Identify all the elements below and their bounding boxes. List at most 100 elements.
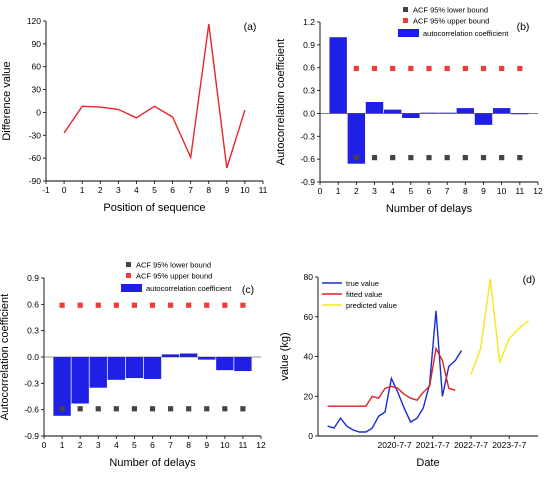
x-tick-label: 2021-7-7 bbox=[416, 440, 450, 450]
y-tick-label: 120 bbox=[27, 16, 41, 26]
x-tick-label: 1 bbox=[60, 440, 65, 450]
upper-bound-marker bbox=[131, 302, 138, 308]
y-axis-label: Difference value bbox=[1, 61, 13, 140]
legend-fitted-label: fitted value bbox=[346, 290, 382, 299]
legend-upper-swatch bbox=[126, 273, 131, 278]
y-tick-label: 20 bbox=[304, 391, 314, 401]
upper-bound-marker bbox=[186, 302, 192, 308]
lower-bound-marker bbox=[480, 155, 487, 161]
y-tick-label: 0.9 bbox=[27, 273, 39, 283]
x-tick-label: 12 bbox=[256, 440, 266, 450]
acf-bar bbox=[347, 113, 366, 164]
x-tick-label: 10 bbox=[240, 185, 250, 195]
y-tick-label: 0 bbox=[36, 107, 41, 117]
lower-bound-marker bbox=[167, 406, 174, 412]
lower-bound-marker bbox=[240, 406, 246, 412]
legend-bar-label: autocorrelation coefficient bbox=[423, 29, 509, 38]
acf-bar bbox=[234, 357, 252, 372]
y-tick-label: -0.9 bbox=[24, 431, 39, 441]
lower-bound-marker bbox=[149, 406, 156, 412]
x-axis-label: Position of sequence bbox=[103, 202, 205, 214]
legend-upper-label: ACF 95% upper bound bbox=[413, 17, 489, 26]
upper-bound-marker bbox=[222, 302, 228, 308]
y-tick-label: -0.6 bbox=[24, 405, 39, 415]
upper-bound-marker bbox=[444, 65, 450, 72]
x-tick-label: 2 bbox=[354, 186, 359, 196]
lower-bound-marker bbox=[371, 155, 378, 161]
legend-true-label: true value bbox=[346, 279, 379, 288]
acf-bar bbox=[402, 113, 420, 118]
legend: ACF 95% lower bound ACF 95% upper bound au… bbox=[121, 261, 232, 293]
x-tick-label: 10 bbox=[220, 440, 230, 450]
upper-bound-marker bbox=[480, 65, 487, 72]
lower-bound-marker bbox=[95, 406, 101, 412]
y-tick-label: -0.3 bbox=[24, 378, 39, 388]
acf-bar bbox=[365, 102, 384, 114]
x-tick-label: 7 bbox=[168, 440, 173, 450]
acf-bar bbox=[161, 354, 180, 357]
y-tick-label: 60 bbox=[304, 312, 314, 322]
x-tick-label: 9 bbox=[204, 440, 209, 450]
x-tick-label: 7 bbox=[445, 186, 450, 196]
legend-predicted-label: predicted value bbox=[346, 301, 397, 310]
upper-bound-marker bbox=[462, 65, 468, 72]
acf-bar bbox=[107, 357, 126, 380]
y-tick-label: 90 bbox=[32, 39, 42, 49]
upper-bound-marker bbox=[353, 65, 359, 72]
upper-bound-marker bbox=[113, 302, 119, 308]
x-tick-label: 0 bbox=[318, 186, 323, 196]
y-tick-label: 30 bbox=[32, 85, 42, 95]
panel-d-timeseries-chart: 0 20 40 60 80 Date value (kg) (d) 2020-7-7 2021-7… bbox=[279, 272, 538, 469]
acf-bar bbox=[53, 357, 71, 416]
panel-label: (b) bbox=[517, 21, 530, 33]
y-tick-label: 80 bbox=[304, 272, 314, 282]
lower-bound-marker bbox=[77, 406, 83, 412]
lower-bound-marker bbox=[113, 406, 119, 412]
x-tick-label: 0 bbox=[62, 185, 67, 195]
upper-bound-marker bbox=[77, 302, 83, 308]
lower-bound-marker bbox=[499, 155, 505, 161]
panel-label: (d) bbox=[523, 274, 536, 286]
y-axis-label: value (kg) bbox=[279, 332, 291, 380]
upper-bound-marker bbox=[499, 65, 505, 72]
panel-label: (a) bbox=[244, 21, 257, 33]
x-tick-label: 5 bbox=[152, 185, 157, 195]
y-tick-label: 0.9 bbox=[303, 40, 315, 50]
x-tick-label: 12 bbox=[533, 186, 543, 196]
acf-bar bbox=[143, 357, 162, 379]
legend-lower-label: ACF 95% lower bound bbox=[136, 261, 211, 270]
y-tick-label: -0.9 bbox=[300, 177, 315, 187]
y-tick-label: 40 bbox=[304, 352, 314, 362]
acf-bar bbox=[511, 113, 529, 115]
y-tick-label: 0.0 bbox=[27, 352, 39, 362]
x-tick-label: 1 bbox=[336, 186, 341, 196]
y-tick-label: 0.3 bbox=[27, 326, 39, 336]
upper-bound-marker bbox=[371, 65, 378, 72]
true-value-line bbox=[327, 310, 463, 433]
x-tick-label: 3 bbox=[116, 185, 121, 195]
lower-bound-marker bbox=[444, 155, 450, 161]
x-tick-label: 11 bbox=[239, 440, 248, 450]
acf-bar bbox=[438, 112, 456, 114]
y-tick-label: 0.3 bbox=[303, 86, 315, 96]
legend-upper-swatch bbox=[403, 18, 408, 23]
x-tick-label: 7 bbox=[188, 185, 193, 195]
x-tick-label: 8 bbox=[206, 185, 211, 195]
legend-lower-label: ACF 95% lower bound bbox=[413, 6, 488, 15]
lower-bound-marker bbox=[353, 155, 359, 161]
legend-bar-swatch bbox=[121, 284, 142, 292]
upper-bound-marker bbox=[426, 65, 432, 72]
legend-lower-swatch bbox=[403, 7, 408, 12]
panel-c-acf-chart: -0.9 -0.6 -0.3 0.0 0.3 0.6 0.9 Number of delays… bbox=[0, 261, 266, 470]
x-axis-label: Number of delays bbox=[386, 203, 473, 215]
acf-bar bbox=[383, 109, 402, 114]
lower-bound-marker bbox=[204, 406, 210, 412]
x-tick-label: 6 bbox=[170, 185, 175, 195]
x-tick-label: 4 bbox=[134, 185, 139, 195]
upper-bound-marker bbox=[517, 65, 523, 72]
predicted-value-line bbox=[470, 278, 529, 375]
x-tick-label: 0 bbox=[42, 440, 47, 450]
x-tick-label: 5 bbox=[132, 440, 137, 450]
upper-bound-marker bbox=[390, 65, 396, 72]
